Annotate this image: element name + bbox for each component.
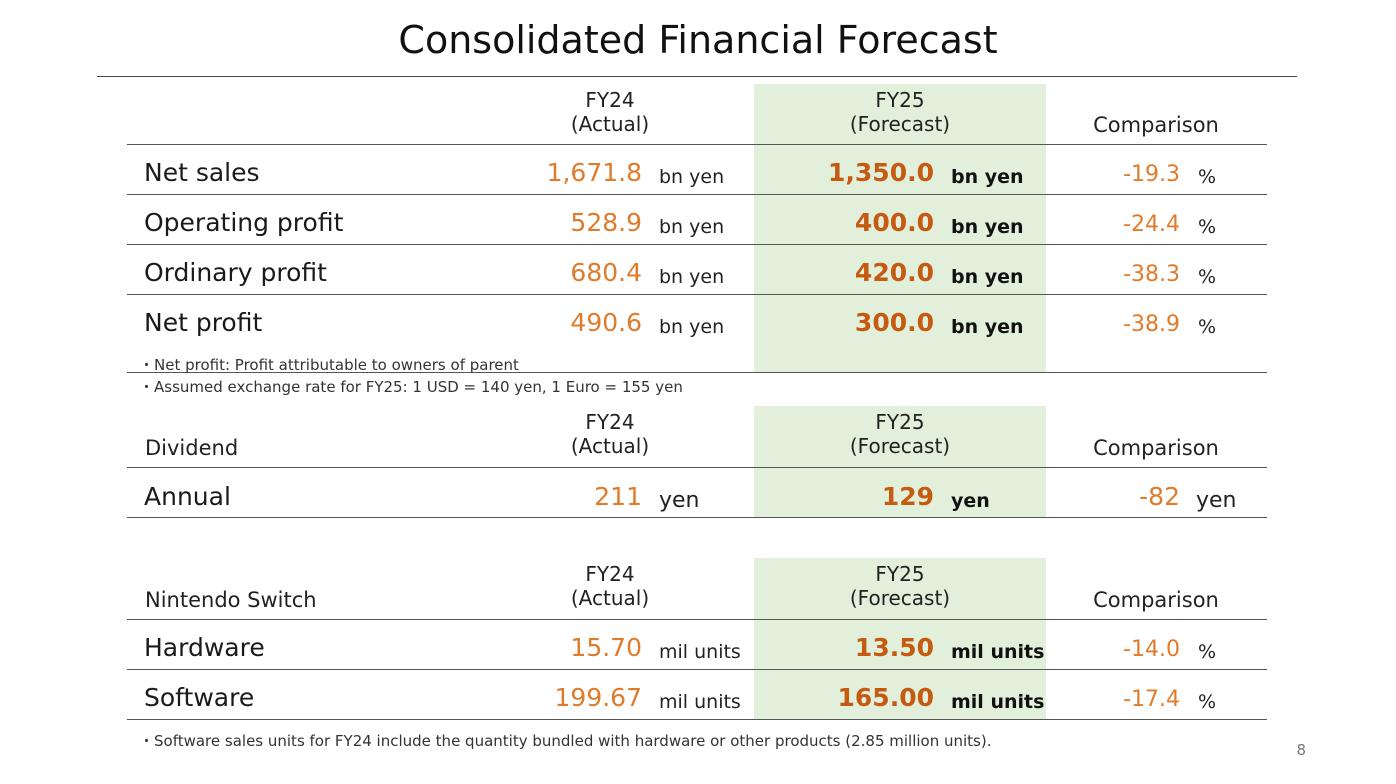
- header-fy24-year: FY24: [585, 410, 635, 434]
- page-title: Consolidated Financial Forecast: [398, 18, 998, 62]
- fy24-value: 199.67: [554, 683, 642, 712]
- comparison-value: -38.3: [1123, 262, 1180, 287]
- fy24-unit: yen: [659, 488, 700, 513]
- comparison-unit: yen: [1196, 488, 1237, 513]
- table-rule: [127, 294, 1267, 295]
- header-fy25: FY25 (Forecast): [800, 410, 1000, 458]
- table-rule: [127, 719, 1267, 720]
- fy24-value: 211: [594, 482, 642, 511]
- header-comparison: Comparison: [1093, 436, 1219, 460]
- section-label-dividend: Dividend: [145, 436, 239, 460]
- fy25-value: 165.00: [837, 683, 934, 712]
- header-fy25: FY25 (Forecast): [800, 88, 1000, 136]
- table-rule: [127, 467, 1267, 468]
- fy24-value: 490.6: [570, 308, 642, 337]
- fy25-unit: yen: [951, 490, 990, 512]
- row-label-software: Software: [144, 683, 255, 712]
- fy25-unit: mil units: [951, 691, 1045, 713]
- comparison-unit: %: [1198, 266, 1217, 288]
- row-label-operating-profit: Operating profit: [144, 208, 344, 237]
- row-label-hardware: Hardware: [144, 633, 265, 662]
- row-label-ordinary-profit: Ordinary profit: [144, 258, 327, 287]
- comparison-unit: %: [1198, 691, 1217, 713]
- comparison-value: -17.4: [1123, 687, 1180, 712]
- header-fy25-type: (Forecast): [849, 112, 951, 136]
- fy24-unit: bn yen: [659, 166, 725, 188]
- fy25-value: 400.0: [854, 208, 934, 237]
- comparison-value: -82: [1139, 482, 1180, 511]
- header-comparison: Comparison: [1093, 113, 1219, 137]
- comparison-unit: %: [1198, 166, 1217, 188]
- row-label-annual: Annual: [144, 482, 231, 511]
- comparison-unit: %: [1198, 316, 1217, 338]
- section-label-nintendo-switch: Nintendo Switch: [145, 588, 317, 612]
- comparison-value: -24.4: [1123, 212, 1180, 237]
- table-rule: [127, 144, 1267, 145]
- table-rule: [127, 244, 1267, 245]
- fy25-unit: mil units: [951, 641, 1045, 663]
- page-number: 8: [1296, 741, 1306, 759]
- fy24-value: 680.4: [570, 258, 642, 287]
- fy25-unit: bn yen: [951, 216, 1024, 238]
- header-fy24-year: FY24: [585, 562, 635, 586]
- header-fy25-year: FY25: [875, 88, 925, 112]
- forecast-column-highlight: [754, 558, 1046, 719]
- fy24-unit: bn yen: [659, 216, 725, 238]
- table-rule: [127, 517, 1267, 518]
- fy25-unit: bn yen: [951, 316, 1024, 338]
- forecast-column-highlight: [754, 84, 1046, 372]
- header-fy24: FY24 (Actual): [530, 410, 690, 458]
- fy24-unit: mil units: [659, 691, 741, 713]
- footnote: ・Net profit: Profit attributable to owne…: [139, 356, 519, 374]
- comparison-unit: %: [1198, 216, 1217, 238]
- fy24-value: 528.9: [570, 208, 642, 237]
- table-rule: [127, 669, 1267, 670]
- fy25-unit: bn yen: [951, 166, 1024, 188]
- header-fy24-year: FY24: [585, 88, 635, 112]
- fy25-value: 1,350.0: [828, 158, 934, 187]
- row-label-net-sales: Net sales: [144, 158, 260, 187]
- header-fy25-type: (Forecast): [849, 586, 951, 610]
- fy25-value: 13.50: [854, 633, 934, 662]
- comparison-value: -19.3: [1123, 162, 1180, 187]
- header-fy24-type: (Actual): [570, 586, 650, 610]
- fy24-unit: mil units: [659, 641, 741, 663]
- header-fy25-year: FY25: [875, 410, 925, 434]
- header-fy25-type: (Forecast): [849, 434, 951, 458]
- forecast-column-highlight: [754, 406, 1046, 517]
- footnote: ・Assumed exchange rate for FY25: 1 USD =…: [139, 378, 683, 396]
- fy24-value: 1,671.8: [546, 158, 642, 187]
- fy25-value: 300.0: [854, 308, 934, 337]
- fy25-unit: bn yen: [951, 266, 1024, 288]
- table-rule: [127, 372, 1267, 373]
- table-rule: [127, 194, 1267, 195]
- fy25-value: 420.0: [854, 258, 934, 287]
- fy24-value: 15.70: [570, 633, 642, 662]
- row-label-net-profit: Net profit: [144, 308, 263, 337]
- header-fy24-type: (Actual): [570, 112, 650, 136]
- header-fy25: FY25 (Forecast): [800, 562, 1000, 610]
- comparison-unit: %: [1198, 641, 1217, 663]
- fy24-unit: bn yen: [659, 266, 725, 288]
- header-comparison: Comparison: [1093, 588, 1219, 612]
- header-fy24: FY24 (Actual): [530, 88, 690, 136]
- fy24-unit: bn yen: [659, 316, 725, 338]
- header-fy25-year: FY25: [875, 562, 925, 586]
- header-fy24-type: (Actual): [570, 434, 650, 458]
- comparison-value: -38.9: [1123, 312, 1180, 337]
- table-rule: [127, 619, 1267, 620]
- fy25-value: 129: [881, 482, 934, 511]
- footnote: ・Software sales units for FY24 include t…: [139, 732, 992, 750]
- title-divider: [97, 76, 1297, 77]
- header-fy24: FY24 (Actual): [530, 562, 690, 610]
- comparison-value: -14.0: [1123, 637, 1180, 662]
